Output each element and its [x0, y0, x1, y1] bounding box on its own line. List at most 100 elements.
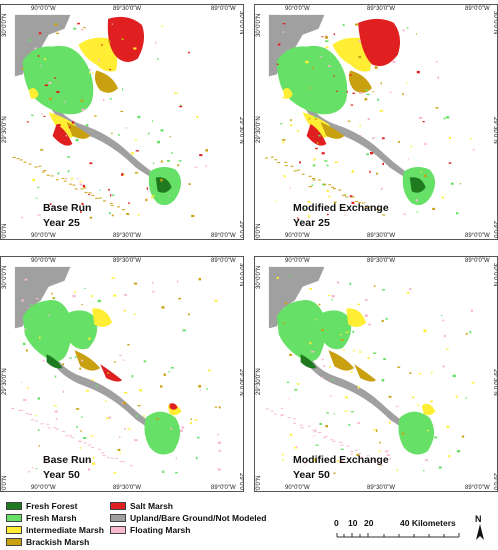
marsh-fragment: [318, 303, 321, 306]
marsh-fragment: [329, 366, 331, 368]
marsh-fragment: [127, 428, 131, 430]
marsh-fragment: [85, 389, 89, 392]
coastal-fringe: [43, 170, 47, 172]
marsh-fragment: [169, 135, 171, 138]
marsh-fragment: [351, 201, 355, 204]
marsh-fragment: [37, 214, 41, 216]
marsh-fragment: [353, 349, 355, 352]
marsh-fragment: [456, 450, 461, 453]
panel-scenario-label: Base Run: [43, 202, 92, 214]
marsh-fragment: [217, 468, 221, 471]
upland-area: [268, 266, 325, 329]
legend-swatch: [110, 502, 126, 510]
marsh-fragment: [39, 64, 42, 67]
coastal-fringe: [50, 175, 54, 177]
marsh-fragment: [48, 314, 50, 317]
marsh-fragment: [275, 200, 277, 202]
marsh-fragment: [431, 438, 434, 440]
marsh-fragment: [56, 91, 60, 93]
marsh-fragment: [342, 24, 345, 27]
marsh-fragment: [276, 63, 279, 65]
marsh-fragment: [109, 98, 112, 100]
marsh-fragment: [389, 457, 391, 460]
coastal-fringe: [274, 159, 278, 161]
marsh-fragment: [372, 137, 376, 140]
marsh-fragment: [197, 436, 200, 439]
marsh-fragment: [26, 349, 28, 352]
marsh-fragment: [63, 100, 67, 103]
delta-intermediate: [421, 403, 436, 416]
marsh-fragment: [214, 299, 218, 302]
marsh-fragment: [198, 277, 202, 281]
coastal-fringe: [34, 166, 38, 168]
marsh-fragment: [112, 194, 115, 197]
marsh-fragment: [465, 333, 468, 335]
marsh-fragment: [188, 183, 191, 185]
scale-label-10: 10: [348, 518, 358, 528]
latitude-tick-left: 29°0'0"N: [256, 223, 262, 240]
marsh-fragment: [312, 435, 315, 437]
scale-label-20: 20: [364, 518, 374, 528]
coastal-fringe: [366, 455, 370, 457]
marsh-fragment: [380, 82, 382, 85]
marsh-fragment: [109, 68, 111, 71]
marsh-fragment: [108, 416, 112, 419]
marsh-fragment: [199, 389, 201, 392]
marsh-fragment: [89, 72, 91, 74]
marsh-fragment: [152, 290, 155, 293]
coastal-fringe: [323, 183, 327, 185]
marsh-fragment: [75, 408, 80, 410]
marsh-fragment: [44, 58, 46, 61]
marsh-fragment: [305, 60, 309, 64]
marsh-fragment: [431, 372, 433, 374]
marsh-fragment: [157, 140, 160, 144]
marsh-fragment: [54, 410, 58, 413]
marsh-fragment: [43, 115, 46, 118]
upland-area: [268, 14, 325, 77]
marsh-fragment: [470, 309, 474, 312]
marsh-fragment: [79, 183, 83, 186]
coastal-fringe: [293, 422, 297, 424]
longitude-tick-bottom: 89°0'0"W: [211, 233, 236, 239]
marsh-fragment: [330, 395, 332, 397]
map-panel-base-run-year-25: 90°0'0"W 90°0'0"W 89°30'0"W 89°30'0"W 89°0'0…: [0, 4, 244, 240]
marsh-fragment: [315, 429, 317, 432]
coastal-fringe: [369, 460, 373, 462]
delta-fresh-marsh: [144, 411, 181, 455]
longitude-tick-top: 89°30'0"W: [113, 6, 142, 12]
coastal-fringe: [68, 183, 72, 185]
coastal-fringe: [358, 202, 362, 204]
latitude-tick-left: 30°0'0"N: [2, 13, 8, 37]
marsh-fragment: [418, 116, 423, 120]
marsh-fragment: [280, 407, 284, 409]
coastal-fringe: [72, 184, 76, 186]
marsh-fragment: [443, 117, 446, 120]
legend-swatch: [110, 526, 126, 534]
marsh-fragment: [311, 184, 314, 186]
marsh-fragment: [367, 26, 369, 29]
longitude-tick-bottom: 90°0'0"W: [31, 233, 56, 239]
marsh-fragment: [21, 299, 24, 302]
coastal-fringe: [339, 441, 343, 443]
marsh-fragment: [166, 159, 171, 162]
coastal-fringe: [88, 192, 92, 194]
coastal-fringe: [68, 435, 72, 437]
salt-marsh-south: [52, 123, 73, 146]
salt-marsh-south: [306, 123, 327, 146]
coastal-fringe: [126, 214, 130, 216]
coastal-fringe: [110, 205, 114, 207]
longitude-tick-top: 89°0'0"W: [465, 6, 490, 12]
marsh-fragment: [83, 437, 87, 439]
coastal-fringe: [323, 437, 327, 439]
marsh-fragment: [196, 116, 199, 118]
marsh-fragment: [381, 379, 385, 382]
marsh-fragment: [27, 471, 31, 473]
marsh-fragment: [359, 91, 363, 95]
marsh-fragment: [409, 287, 412, 291]
marsh-fragment: [455, 395, 458, 398]
coastal-fringe: [331, 186, 335, 188]
marsh-fragment: [422, 121, 425, 123]
fresh-marsh-west: [22, 45, 94, 115]
marsh-fragment: [111, 23, 113, 25]
coastal-fringe: [280, 415, 284, 417]
